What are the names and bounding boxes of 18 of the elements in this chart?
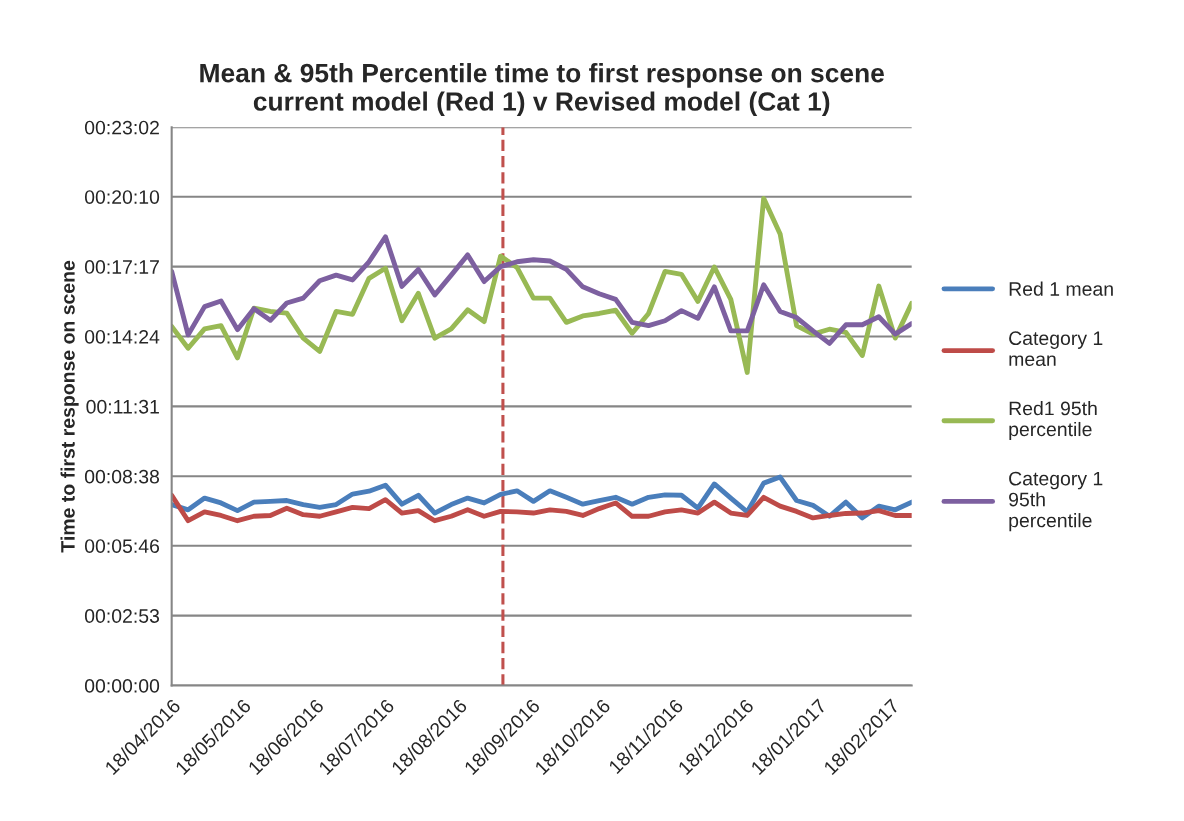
y-tick-label: 00:11:31 (86, 399, 159, 414)
y-tick-label: 00:14:24 (84, 329, 160, 344)
chart-title: Mean & 95th Percentile time to first response on scene current model (Red 1) v Revised model (Cat 1) (200, 63, 884, 117)
y-tick-label: 00:00:00 (84, 679, 160, 693)
y-tick-label: 00:02:53 (84, 609, 160, 623)
line-series (171, 234, 912, 346)
y-tick-label: 00:08:38 (84, 469, 160, 484)
legend-label: Red1 95th percentile (1009, 401, 1097, 441)
y-tick-label: 00:17:17 (84, 260, 159, 274)
y-tick-label: 00:05:46 (84, 539, 160, 553)
line-series (171, 195, 912, 375)
y-tick-label: 00:23:02 (84, 120, 159, 135)
legend-label: Red 1 mean (1009, 281, 1113, 296)
y-axis-title: Time to first response on scene (60, 260, 79, 553)
line-series (171, 474, 912, 521)
y-tick-label: 00:20:10 (84, 190, 160, 204)
legend-label: Category 1 95th percentile (1009, 471, 1103, 532)
legend-label: Category 1 mean (1009, 331, 1103, 367)
